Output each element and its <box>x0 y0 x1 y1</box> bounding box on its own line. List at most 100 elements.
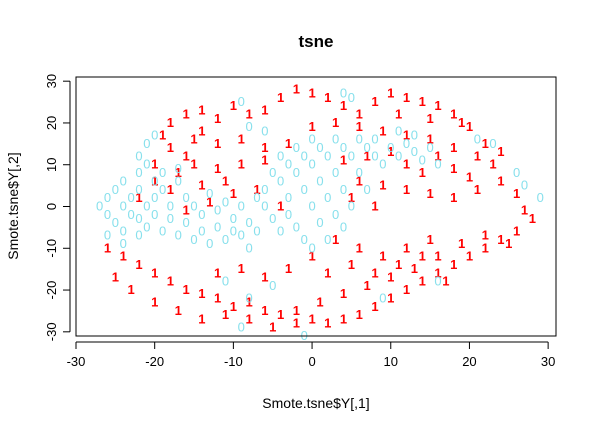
point-class-1: 1 <box>261 102 268 117</box>
point-class-1: 1 <box>324 315 331 330</box>
point-class-0: 0 <box>356 165 363 180</box>
point-class-0: 0 <box>214 219 221 234</box>
point-class-1: 1 <box>167 274 174 289</box>
point-class-0: 0 <box>332 207 339 222</box>
point-class-0: 0 <box>245 240 252 255</box>
point-class-0: 0 <box>308 240 315 255</box>
point-class-0: 0 <box>104 190 111 205</box>
point-class-1: 1 <box>230 299 237 314</box>
point-class-1: 1 <box>419 165 426 180</box>
point-class-1: 1 <box>521 203 528 218</box>
point-class-1: 1 <box>238 132 245 147</box>
point-class-0: 0 <box>293 219 300 234</box>
point-class-1: 1 <box>497 173 504 188</box>
point-class-1: 1 <box>497 232 504 247</box>
point-class-1: 1 <box>198 102 205 117</box>
point-class-0: 0 <box>340 219 347 234</box>
point-class-0: 0 <box>206 236 213 251</box>
point-class-1: 1 <box>245 107 252 122</box>
point-class-1: 1 <box>214 136 221 151</box>
point-class-1: 1 <box>104 240 111 255</box>
point-class-1: 1 <box>324 90 331 105</box>
point-class-0: 0 <box>348 90 355 105</box>
point-class-0: 0 <box>411 144 418 159</box>
point-class-1: 1 <box>434 148 441 163</box>
point-class-1: 1 <box>458 115 465 130</box>
point-class-0: 0 <box>159 165 166 180</box>
point-class-0: 0 <box>120 236 127 251</box>
point-class-1: 1 <box>308 119 315 134</box>
point-class-0: 0 <box>190 199 197 214</box>
point-class-1: 1 <box>340 311 347 326</box>
point-class-1: 1 <box>198 286 205 301</box>
point-class-1: 1 <box>135 190 142 205</box>
point-class-1: 1 <box>450 190 457 205</box>
point-class-0: 0 <box>167 199 174 214</box>
point-class-1: 1 <box>403 157 410 172</box>
y-tick-label: 20 <box>44 116 59 130</box>
point-class-1: 1 <box>120 249 127 264</box>
point-class-0: 0 <box>434 274 441 289</box>
point-class-0: 0 <box>222 274 229 289</box>
point-class-1: 1 <box>269 320 276 335</box>
point-class-1: 1 <box>167 140 174 155</box>
point-class-1: 1 <box>112 270 119 285</box>
point-class-1: 1 <box>450 257 457 272</box>
point-class-1: 1 <box>348 190 355 205</box>
point-class-1: 1 <box>364 148 371 163</box>
point-class-1: 1 <box>293 315 300 330</box>
point-class-1: 1 <box>167 182 174 197</box>
point-class-0: 0 <box>261 199 268 214</box>
point-class-0: 0 <box>112 182 119 197</box>
x-tick-label: -30 <box>67 354 86 369</box>
point-class-0: 0 <box>135 182 142 197</box>
point-class-1: 1 <box>529 211 536 226</box>
point-class-1: 1 <box>175 303 182 318</box>
point-class-1: 1 <box>426 132 433 147</box>
point-class-0: 0 <box>269 278 276 293</box>
point-class-1: 1 <box>222 173 229 188</box>
point-class-0: 0 <box>293 165 300 180</box>
point-class-0: 0 <box>253 190 260 205</box>
point-class-0: 0 <box>340 182 347 197</box>
point-class-1: 1 <box>403 90 410 105</box>
point-class-0: 0 <box>245 290 252 305</box>
point-class-1: 1 <box>411 261 418 276</box>
point-class-0: 0 <box>277 224 284 239</box>
point-class-0: 0 <box>285 207 292 222</box>
point-class-0: 0 <box>316 173 323 188</box>
point-class-1: 1 <box>277 307 284 322</box>
point-class-0: 0 <box>175 228 182 243</box>
point-class-1: 1 <box>293 82 300 97</box>
point-class-1: 1 <box>364 278 371 293</box>
point-class-0: 0 <box>308 157 315 172</box>
point-class-1: 1 <box>356 173 363 188</box>
point-class-0: 0 <box>411 127 418 142</box>
point-class-0: 0 <box>308 199 315 214</box>
point-class-0: 0 <box>269 211 276 226</box>
point-class-1: 1 <box>261 153 268 168</box>
point-class-0: 0 <box>143 157 150 172</box>
point-class-1: 1 <box>371 265 378 280</box>
point-class-0: 0 <box>245 119 252 134</box>
point-class-1: 1 <box>159 127 166 142</box>
point-class-1: 1 <box>474 148 481 163</box>
point-class-0: 0 <box>277 148 284 163</box>
point-class-0: 0 <box>120 224 127 239</box>
point-class-0: 0 <box>245 215 252 230</box>
point-class-1: 1 <box>348 257 355 272</box>
point-class-0: 0 <box>316 140 323 155</box>
point-class-1: 1 <box>395 107 402 122</box>
point-class-0: 0 <box>135 165 142 180</box>
point-class-1: 1 <box>419 94 426 109</box>
point-class-1: 1 <box>387 290 394 305</box>
point-class-1: 1 <box>387 270 394 285</box>
point-class-0: 0 <box>324 148 331 163</box>
point-class-1: 1 <box>466 249 473 264</box>
point-class-1: 1 <box>513 186 520 201</box>
point-class-0: 0 <box>403 136 410 151</box>
point-class-0: 0 <box>513 165 520 180</box>
point-class-0: 0 <box>151 190 158 205</box>
y-tick-label: -30 <box>44 322 59 341</box>
